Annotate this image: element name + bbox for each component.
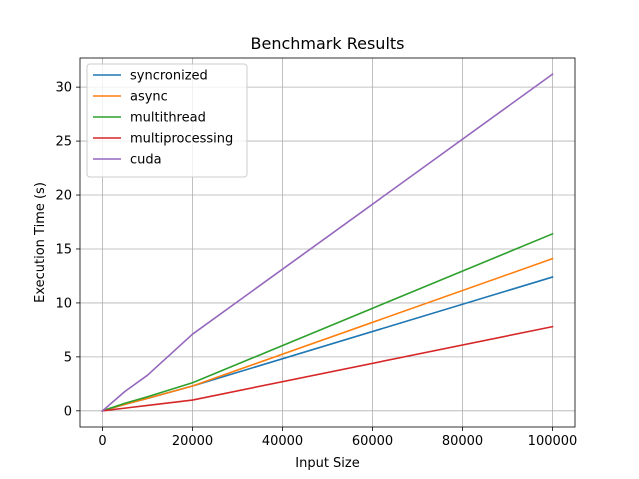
legend: syncronized async multithread multiprocessi…: [86, 63, 248, 178]
series-line-multithread: [101, 232, 554, 412]
y-tick-label: 30: [55, 81, 72, 96]
y-tick-label: 25: [55, 135, 72, 150]
series-line-cuda: [101, 73, 554, 412]
x-tick-label: 100000: [528, 434, 578, 449]
plot-area-frame: [79, 57, 576, 428]
y-tick-label: 0: [64, 404, 72, 419]
legend-label-multithread: multithread: [130, 111, 206, 126]
y-tick-label: 10: [55, 296, 72, 311]
x-tick-label: 60000: [352, 434, 393, 449]
legend-label-syncronized: syncronized: [130, 69, 208, 84]
legend-label-cuda: cuda: [130, 153, 162, 168]
y-tick-label: 15: [55, 242, 72, 257]
legend-label-async: async: [130, 90, 168, 105]
legend-box: [86, 63, 248, 178]
series-line-multiprocessing: [101, 325, 554, 412]
x-tick-label: 20000: [172, 434, 213, 449]
series-lines: [101, 73, 554, 412]
chart-title: Benchmark Results: [251, 34, 405, 53]
x-axis-ticks: 0 20000 40000 60000 80000 100000: [98, 427, 577, 449]
x-tick-label: 80000: [442, 434, 483, 449]
y-tick-label: 20: [55, 189, 72, 204]
x-tick-label: 40000: [262, 434, 303, 449]
y-axis-ticks: 0 5 10 15 20 25 30: [55, 81, 80, 419]
y-gridlines: [80, 86, 575, 412]
legend-label-multiprocessing: multiprocessing: [130, 132, 233, 147]
y-axis-title: Execution Time (s): [33, 182, 48, 303]
y-tick-label: 5: [64, 350, 72, 365]
x-axis-title: Input Size: [295, 456, 359, 471]
x-tick-label: 0: [98, 434, 106, 449]
